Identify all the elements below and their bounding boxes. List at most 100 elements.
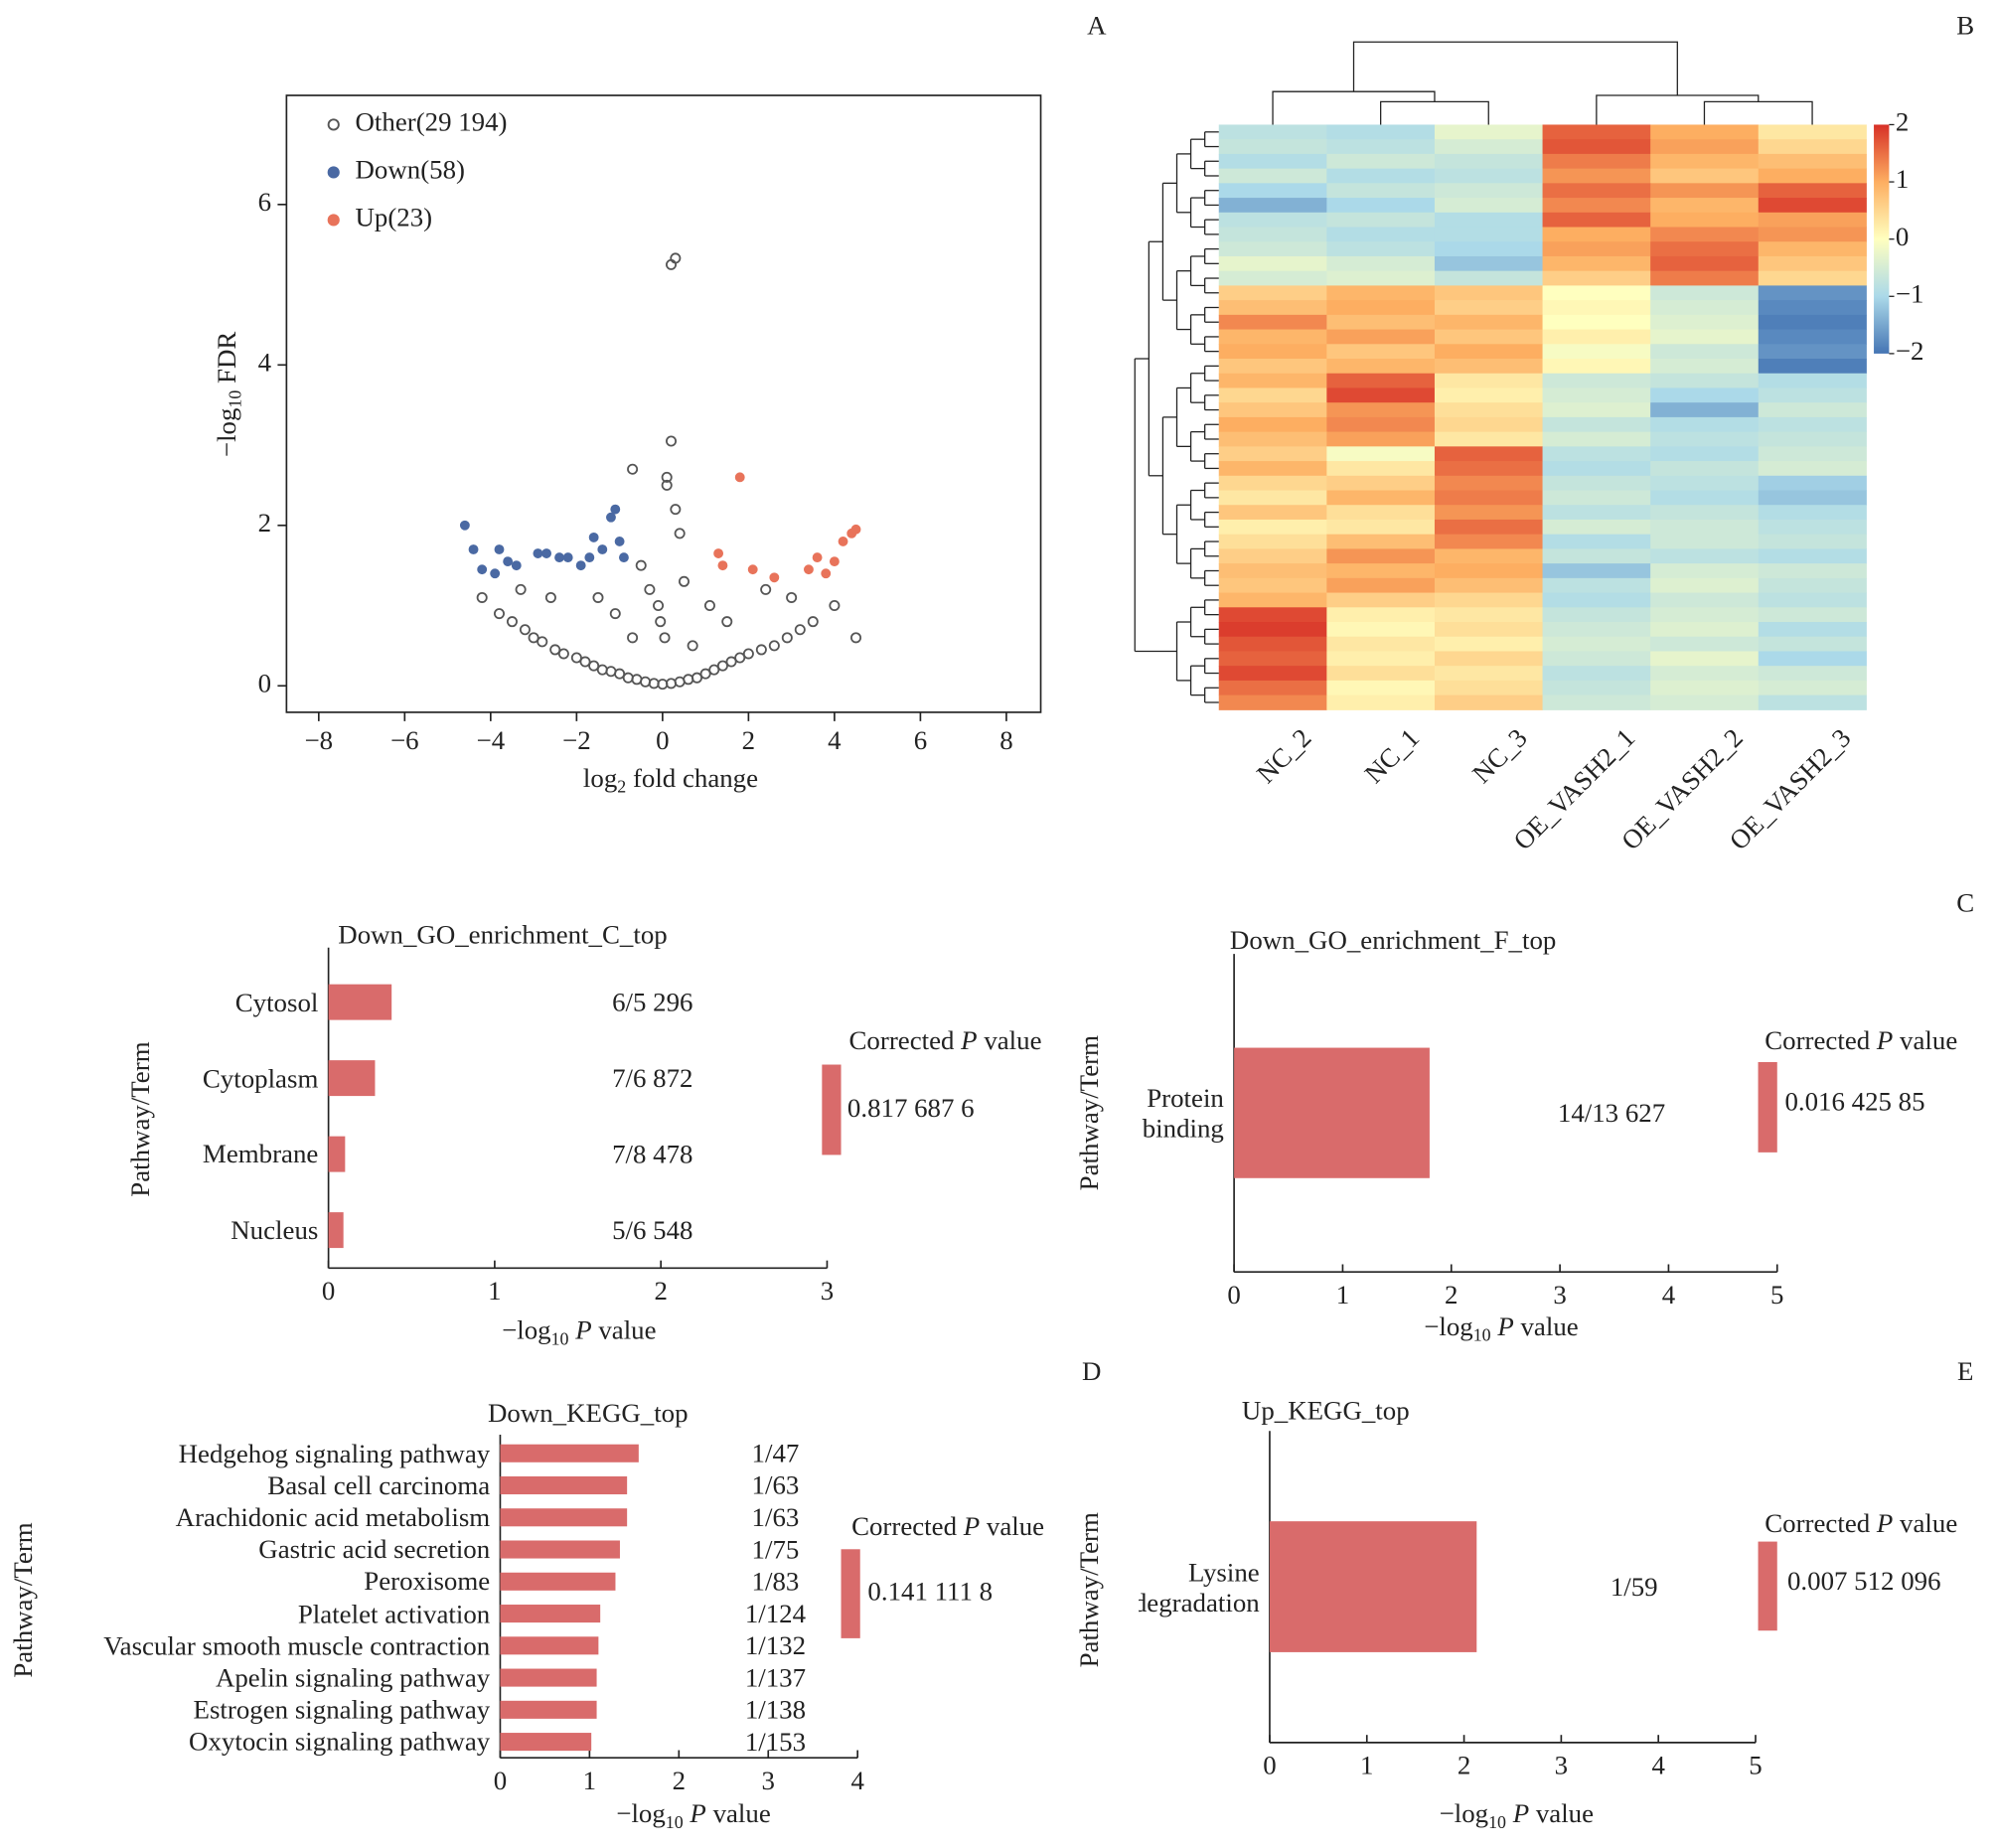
heatmap-cell <box>1218 563 1327 579</box>
label-part: value <box>1529 1798 1594 1828</box>
category-label: Vascular smooth muscle contraction <box>103 1629 491 1661</box>
bar <box>500 1475 628 1495</box>
heatmap-cell <box>1650 285 1760 301</box>
heatmap-cell <box>1542 548 1651 564</box>
point <box>760 583 772 595</box>
heatmap-cell <box>1218 300 1327 316</box>
point <box>575 560 586 571</box>
heatmap-cell <box>1542 183 1651 199</box>
heatmap-cell <box>1650 534 1760 549</box>
bar <box>328 1212 344 1249</box>
heatmap-cell <box>1434 300 1544 316</box>
point <box>725 656 737 668</box>
heatmap-cell <box>1650 344 1760 360</box>
heatmap-cell <box>1326 255 1436 272</box>
heatmap-cell <box>1542 519 1651 536</box>
x-tick-label: 2 <box>1458 1751 1470 1780</box>
heatmap-cell <box>1434 636 1544 652</box>
heatmap-cell <box>1650 255 1760 272</box>
dendrogram <box>1352 41 1678 96</box>
heatmap-cell <box>1758 285 1867 301</box>
point <box>635 559 647 571</box>
heatmap-cell <box>1542 241 1651 257</box>
heatmap-cell <box>1758 255 1867 272</box>
chart-title: Up_KEGG_top <box>1242 1395 1410 1425</box>
heatmap-cell <box>1434 680 1544 696</box>
bar <box>500 1444 639 1463</box>
heatmap-cell <box>1434 490 1544 506</box>
ratio-label: 1/59 <box>1611 1572 1658 1602</box>
label-part: P <box>1876 1025 1893 1055</box>
heatmap-cell <box>1758 314 1867 331</box>
category-label: Nucleus <box>230 1214 319 1246</box>
heatmap-cell <box>1218 475 1327 492</box>
label-part: value <box>978 1025 1042 1055</box>
label-part: −log <box>1424 1311 1472 1341</box>
x-tick-label: 3 <box>1555 1751 1568 1780</box>
label-part: Corrected <box>1765 1025 1877 1055</box>
heatmap-cell <box>1326 490 1436 506</box>
label-part: −log <box>616 1798 666 1828</box>
heatmap-cell <box>1650 241 1760 257</box>
heatmap-cell <box>1326 534 1436 549</box>
category-label-box: Cytoplasm <box>203 1063 319 1094</box>
dendrogram <box>1703 100 1813 125</box>
heatmap-cell <box>1758 446 1867 462</box>
heatmap-cell <box>1218 168 1327 184</box>
heatmap-cell <box>1542 475 1651 492</box>
point <box>490 568 501 579</box>
ratio-label: 7/8 478 <box>612 1139 692 1168</box>
heatmap-cell <box>1650 577 1760 594</box>
point <box>644 583 656 595</box>
point <box>533 548 543 558</box>
category-label: Lysine degradation <box>1139 1556 1260 1617</box>
label-part: 10 <box>666 1812 684 1832</box>
heatmap-cell <box>1650 227 1760 242</box>
heatmap-cell <box>1326 270 1436 286</box>
heatmap-cell <box>1326 387 1436 403</box>
heatmap-cell <box>1326 416 1436 433</box>
bar <box>500 1733 592 1752</box>
panel-letter: E <box>1957 1356 1973 1386</box>
point <box>549 644 561 656</box>
heatmap-cell <box>1650 519 1760 536</box>
point <box>503 556 514 567</box>
heatmap-cell <box>1542 168 1651 184</box>
ratio-label: 14/13 627 <box>1558 1098 1665 1128</box>
heatmap-cell <box>1758 387 1867 403</box>
category-label-box: Basal cell carcinoma <box>267 1469 491 1501</box>
heatmap-cell <box>1758 577 1867 594</box>
heatmap-cell <box>1542 680 1651 696</box>
point <box>734 472 745 483</box>
heatmap-cell <box>1758 431 1867 447</box>
x-tick-label: 4 <box>850 1766 864 1795</box>
heatmap-cell <box>1434 285 1544 301</box>
colorbar-tick-label: 0 <box>1896 222 1909 251</box>
heatmap-cell <box>1218 329 1327 345</box>
x-axis-label: log2 fold change <box>583 763 758 797</box>
heatmap-cell <box>1218 431 1327 447</box>
heatmap-cell <box>1326 505 1436 521</box>
heatmap-cell <box>1650 373 1760 388</box>
heatmap-cell <box>1758 344 1867 360</box>
heatmap-cell <box>1434 124 1544 140</box>
ratio-label: 1/47 <box>752 1438 800 1467</box>
x-axis-label: −log10 P value <box>616 1798 770 1832</box>
label-part: fold change <box>626 763 758 793</box>
panel-letter: C <box>1956 888 1974 918</box>
heatmap-cell <box>1218 636 1327 652</box>
point <box>678 575 691 587</box>
ratio-label: 1/132 <box>745 1630 806 1660</box>
category-label: Basal cell carcinoma <box>267 1469 491 1501</box>
point <box>769 572 780 583</box>
heatmap-cell <box>1434 387 1544 403</box>
legend-color <box>822 1064 842 1155</box>
point <box>747 564 758 575</box>
category-label: Oxytocin signaling pathway <box>189 1726 491 1758</box>
heatmap-cell <box>1758 300 1867 316</box>
heatmap-cell <box>1218 198 1327 214</box>
dendrogram <box>1272 90 1436 125</box>
heatmap-cell <box>1542 344 1651 360</box>
point <box>683 674 694 686</box>
heatmap-cell <box>1542 402 1651 418</box>
